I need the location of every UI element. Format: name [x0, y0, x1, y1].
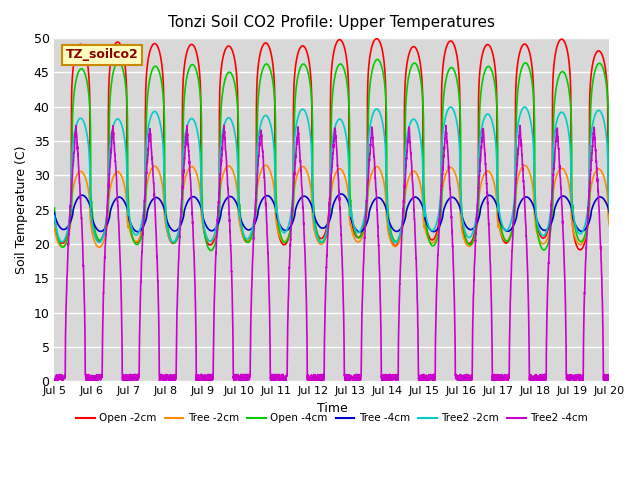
Open -2cm: [605, 215, 613, 221]
Open -4cm: [605, 196, 613, 202]
Open -2cm: [576, 247, 584, 252]
Text: TZ_soilco2: TZ_soilco2: [65, 48, 138, 61]
Open -2cm: [205, 242, 213, 248]
Tree -4cm: [356, 229, 364, 235]
Open -2cm: [51, 215, 58, 220]
Tree -2cm: [605, 223, 613, 228]
Tree -2cm: [387, 237, 394, 243]
Tree -2cm: [51, 225, 58, 231]
Line: Open -2cm: Open -2cm: [54, 38, 609, 250]
Tree2 -2cm: [391, 240, 399, 245]
Tree2 -4cm: [170, 373, 177, 379]
Tree -2cm: [95, 244, 103, 250]
Tree2 -4cm: [396, 274, 404, 279]
X-axis label: Time: Time: [317, 402, 348, 415]
Open -4cm: [207, 248, 215, 253]
Open -4cm: [170, 240, 177, 246]
Open -4cm: [553, 81, 561, 86]
Tree2 -2cm: [51, 213, 58, 219]
Open -4cm: [51, 205, 58, 211]
Tree2 -4cm: [51, 378, 58, 384]
Title: Tonzi Soil CO2 Profile: Upper Temperatures: Tonzi Soil CO2 Profile: Upper Temperatur…: [168, 15, 495, 30]
Tree2 -4cm: [220, 122, 228, 128]
Open -2cm: [553, 44, 561, 50]
Tree -4cm: [387, 222, 394, 228]
Tree -2cm: [553, 171, 561, 177]
Open -4cm: [605, 202, 613, 207]
Tree -2cm: [205, 239, 213, 244]
Open -4cm: [374, 57, 381, 62]
Line: Tree -4cm: Tree -4cm: [54, 194, 609, 232]
Tree2 -2cm: [396, 231, 404, 237]
Tree2 -4cm: [605, 375, 613, 381]
Open -4cm: [205, 247, 213, 252]
Open -4cm: [396, 232, 404, 238]
Line: Tree -2cm: Tree -2cm: [54, 165, 609, 247]
Y-axis label: Soil Temperature (C): Soil Temperature (C): [15, 145, 28, 274]
Tree -4cm: [337, 191, 345, 197]
Tree -4cm: [170, 228, 177, 234]
Tree -4cm: [205, 227, 213, 233]
Open -2cm: [605, 219, 613, 225]
Tree -4cm: [51, 209, 58, 215]
Line: Tree2 -4cm: Tree2 -4cm: [54, 125, 609, 381]
Tree2 -4cm: [387, 378, 394, 384]
Line: Open -4cm: Open -4cm: [54, 60, 609, 251]
Tree -2cm: [262, 162, 269, 168]
Tree2 -2cm: [605, 204, 613, 209]
Open -4cm: [387, 226, 394, 231]
Tree2 -4cm: [605, 378, 613, 384]
Tree2 -2cm: [605, 208, 613, 214]
Open -2cm: [387, 234, 394, 240]
Line: Tree2 -2cm: Tree2 -2cm: [54, 107, 609, 242]
Tree -2cm: [170, 239, 177, 245]
Tree2 -4cm: [553, 126, 561, 132]
Tree -4cm: [605, 210, 613, 216]
Tree -2cm: [396, 237, 404, 243]
Tree2 -2cm: [386, 230, 394, 236]
Tree -2cm: [605, 222, 613, 228]
Tree2 -2cm: [205, 238, 213, 244]
Tree -4cm: [605, 210, 613, 216]
Tree -4cm: [396, 227, 404, 232]
Tree -4cm: [553, 200, 561, 205]
Open -2cm: [372, 36, 380, 41]
Tree2 -2cm: [521, 104, 529, 110]
Open -2cm: [396, 235, 404, 240]
Legend: Open -2cm, Tree -2cm, Open -4cm, Tree -4cm, Tree2 -2cm, Tree2 -4cm: Open -2cm, Tree -2cm, Open -4cm, Tree -4…: [72, 409, 592, 427]
Tree2 -4cm: [205, 375, 213, 381]
Tree2 -4cm: [356, 378, 364, 384]
Tree2 -2cm: [553, 117, 561, 123]
Open -2cm: [170, 240, 177, 246]
Tree2 -2cm: [170, 239, 177, 245]
